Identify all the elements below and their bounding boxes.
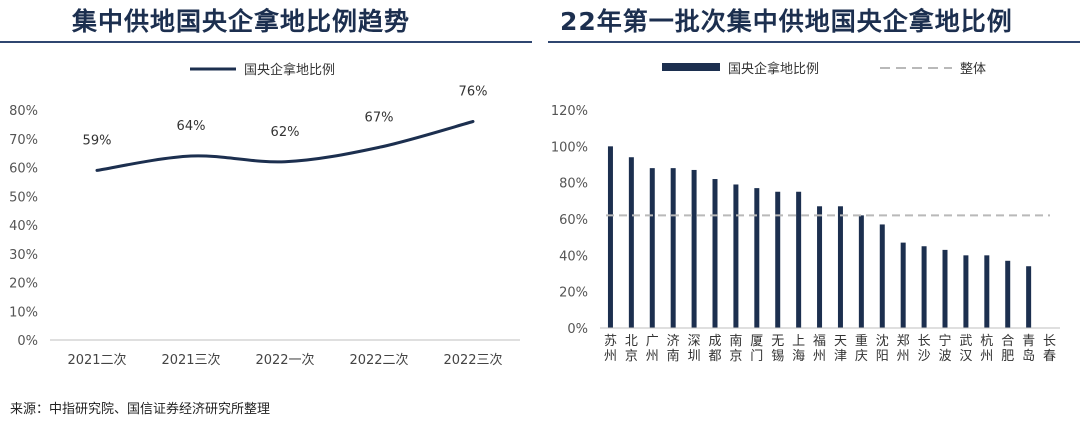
x-tick-label: 宁波 <box>938 333 951 364</box>
x-tick-label: 上海 <box>792 334 805 364</box>
bar <box>921 246 927 328</box>
left-title-rule <box>0 41 532 43</box>
x-tick-label: 北京 <box>625 334 638 364</box>
x-tick-label: 长沙 <box>918 334 931 364</box>
bar <box>775 191 781 328</box>
x-tick-label: 厦门 <box>750 334 763 364</box>
y-tick-label: 80% <box>9 104 38 119</box>
y-tick-label: 20% <box>9 277 38 292</box>
bar <box>942 249 948 328</box>
y-tick-label: 60% <box>9 162 38 177</box>
bar <box>733 184 739 328</box>
bar <box>900 242 906 328</box>
bar <box>1026 266 1032 328</box>
x-tick-label: 无锡 <box>771 334 784 364</box>
x-tick-label: 南京 <box>729 333 742 364</box>
bar <box>649 168 655 328</box>
x-tick-label: 2022二次 <box>349 352 408 368</box>
data-label: 59% <box>83 133 112 148</box>
y-tick-label: 60% <box>559 213 588 228</box>
y-tick-label: 30% <box>9 248 38 263</box>
bar <box>628 157 634 328</box>
legend-label: 整体 <box>960 62 986 77</box>
bar <box>963 255 969 328</box>
bar <box>670 168 676 328</box>
x-tick-label: 济南 <box>667 334 680 364</box>
x-tick-label: 合肥 <box>1001 334 1014 364</box>
y-tick-label: 50% <box>9 190 38 205</box>
right-chart-title: 22年第一批次集中供地国央企拿地比例 <box>560 7 1013 36</box>
bar <box>879 224 885 328</box>
x-tick-label: 2021三次 <box>161 352 220 368</box>
y-tick-label: 120% <box>551 104 588 119</box>
y-tick-label: 70% <box>9 133 38 148</box>
x-tick-label: 长春 <box>1043 334 1056 364</box>
bar <box>754 188 760 328</box>
x-tick-label: 广州 <box>646 334 659 364</box>
legend-label: 国央企拿地比例 <box>244 62 335 78</box>
x-tick-label: 重庆 <box>855 333 868 364</box>
right-title-rule <box>548 41 1080 43</box>
bar <box>858 215 864 328</box>
x-tick-label: 深圳 <box>688 334 701 364</box>
x-tick-label: 2021二次 <box>67 352 126 368</box>
y-tick-label: 40% <box>559 249 588 264</box>
x-tick-label: 青岛 <box>1022 334 1035 364</box>
x-tick-label: 武汉 <box>959 334 972 364</box>
data-label: 62% <box>271 125 300 140</box>
x-tick-label: 福州 <box>813 334 826 364</box>
data-label: 64% <box>177 119 206 134</box>
bar <box>691 169 697 328</box>
series-line <box>95 120 475 172</box>
bar <box>984 255 990 328</box>
x-tick-label: 成都 <box>708 334 721 364</box>
y-tick-label: 80% <box>559 177 588 192</box>
y-tick-label: 40% <box>9 219 38 234</box>
legend-bar-swatch <box>662 63 720 71</box>
bar <box>1005 260 1011 328</box>
bar <box>712 179 718 328</box>
x-tick-label: 郑州 <box>897 334 910 364</box>
y-tick-label: 0% <box>17 334 38 349</box>
data-label: 67% <box>365 110 394 125</box>
x-tick-label: 2022三次 <box>443 352 502 368</box>
y-tick-label: 0% <box>567 322 588 337</box>
x-tick-label: 天津 <box>834 334 847 364</box>
bar <box>817 206 823 328</box>
x-tick-label: 杭州 <box>980 334 993 364</box>
source-note: 来源：中指研究院、国信证券经济研究所整理 <box>10 402 271 417</box>
data-label: 76% <box>459 85 488 100</box>
bar <box>796 191 802 328</box>
y-tick-label: 20% <box>559 286 588 301</box>
legend-label: 国央企拿地比例 <box>728 61 819 77</box>
x-tick-label: 苏州 <box>604 333 617 364</box>
y-tick-label: 10% <box>9 305 38 320</box>
bar <box>837 206 843 328</box>
y-tick-label: 100% <box>551 140 588 155</box>
bar <box>607 146 613 328</box>
left-chart-title: 集中供地国央企拿地比例趋势 <box>72 7 411 36</box>
x-tick-label: 沈阳 <box>876 334 889 364</box>
x-tick-label: 2022一次 <box>255 352 314 368</box>
